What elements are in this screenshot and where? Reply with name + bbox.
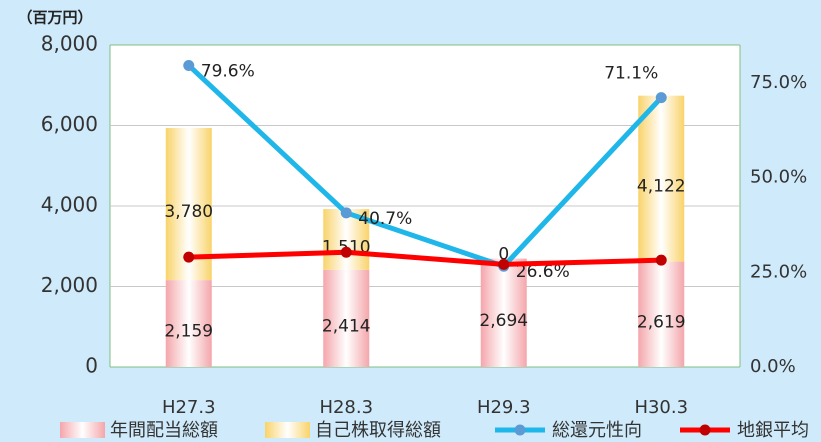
line	[187, 63, 664, 269]
line-marker	[340, 207, 352, 219]
y-unit-label: （百万円）	[17, 9, 92, 27]
x-tick-label: H27.3	[162, 397, 216, 418]
bar	[638, 261, 685, 367]
data-label: 2,159	[164, 322, 213, 342]
legend-swatch	[514, 424, 526, 436]
data-label: 26.6%	[516, 262, 570, 282]
data-label: 0	[498, 245, 509, 265]
line-marker	[655, 254, 667, 266]
x-tick-label: H29.3	[477, 397, 531, 418]
y2-tick-label: 25.0%	[750, 261, 807, 282]
y-tick-label: 0	[85, 354, 98, 378]
legend-label: 年間配当総額	[110, 420, 218, 441]
legend-swatch	[60, 422, 105, 438]
data-label: 2,414	[322, 316, 371, 336]
y-tick-label: 8,000	[41, 32, 98, 56]
data-label: 40.7%	[358, 209, 412, 229]
line-marker	[340, 246, 352, 258]
line-marker	[183, 59, 195, 71]
legend-swatch	[699, 424, 711, 436]
y2-tick-label: 75.0%	[750, 72, 807, 93]
x-tick-label: H28.3	[319, 397, 373, 418]
legend-label: 自己株取得総額	[315, 420, 441, 441]
line-marker	[498, 258, 510, 270]
line-marker	[183, 251, 195, 263]
y-tick-label: 4,000	[41, 193, 98, 217]
y2-tick-label: 50.0%	[750, 167, 807, 188]
bar	[323, 269, 370, 367]
data-label: 79.6%	[201, 61, 255, 81]
bar	[165, 280, 212, 367]
y-tick-label: 6,000	[41, 112, 98, 136]
legend-label: 総還元性向	[552, 420, 642, 441]
data-label: 2,619	[637, 312, 686, 332]
y-tick-label: 2,000	[41, 273, 98, 297]
line	[188, 249, 662, 267]
data-label: 4,122	[637, 177, 686, 197]
data-label: 2,694	[479, 311, 528, 331]
data-label: 3,780	[164, 202, 213, 222]
y2-tick-label: 0.0%	[750, 356, 796, 377]
data-label: 71.1%	[604, 64, 658, 84]
x-tick-label: H30.3	[634, 397, 688, 418]
bar	[638, 95, 685, 262]
line-marker	[655, 92, 667, 104]
legend-label: 地銀平均	[737, 420, 809, 441]
bar	[480, 258, 527, 367]
legend-swatch	[265, 422, 310, 438]
